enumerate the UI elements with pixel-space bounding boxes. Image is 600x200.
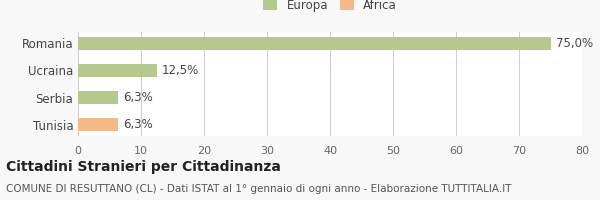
Bar [78,118,118,131]
Text: 12,5%: 12,5% [162,64,199,77]
Text: 6,3%: 6,3% [123,118,152,131]
Text: Cittadini Stranieri per Cittadinanza: Cittadini Stranieri per Cittadinanza [6,160,281,174]
Bar [78,37,551,50]
Bar [78,91,118,104]
Text: 75,0%: 75,0% [556,37,593,50]
Legend: Europa, Africa: Europa, Africa [258,0,402,17]
Text: COMUNE DI RESUTTANO (CL) - Dati ISTAT al 1° gennaio di ogni anno - Elaborazione : COMUNE DI RESUTTANO (CL) - Dati ISTAT al… [6,184,511,194]
Text: 6,3%: 6,3% [123,91,152,104]
Bar [78,64,157,77]
